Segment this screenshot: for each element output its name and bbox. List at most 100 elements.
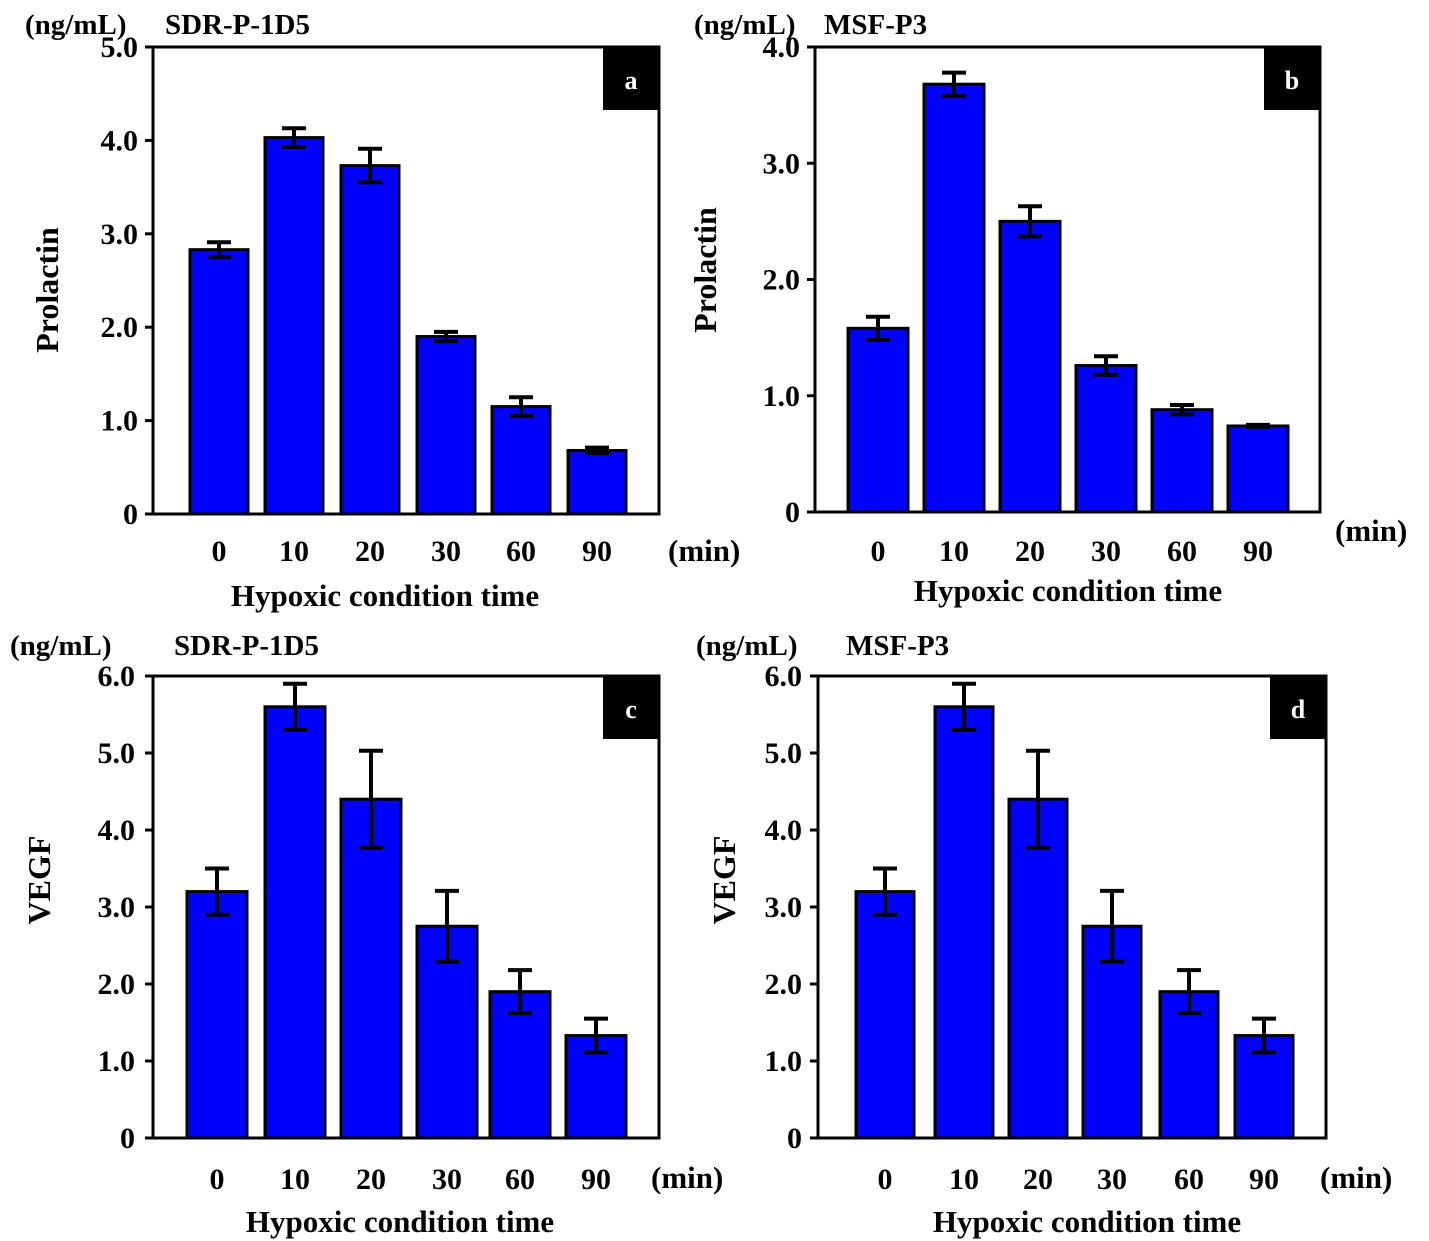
x-tick-label: 10 bbox=[280, 1163, 310, 1196]
bar-60 bbox=[488, 990, 552, 1140]
x-tick-label: 30 bbox=[1097, 1163, 1127, 1196]
y-tick-label: 1.0 bbox=[98, 1045, 136, 1078]
panel-label: b bbox=[1285, 66, 1299, 95]
bar-20 bbox=[339, 797, 403, 1140]
y-tick-label: 0 bbox=[787, 1122, 802, 1155]
panel-label-box bbox=[603, 47, 659, 110]
chart-panel-a: (ng/mL) SDR-P-1D5 0 10 20 30 60 90 0 1.0 2.0 3.0 4.0… bbox=[25, 9, 740, 613]
bar-90 bbox=[1226, 424, 1290, 514]
x-tick-label: 20 bbox=[355, 535, 385, 568]
x-axis-label: Hypoxic condition time bbox=[933, 1204, 1241, 1239]
y-tick-label: 2.0 bbox=[763, 264, 801, 297]
x-unit-label: (min) bbox=[1335, 513, 1407, 548]
x-tick-label: 90 bbox=[581, 1163, 611, 1196]
x-tick-label: 10 bbox=[939, 535, 969, 568]
x-tick-label: 30 bbox=[431, 535, 461, 568]
bar-10 bbox=[263, 136, 325, 516]
y-tick-label: 4.0 bbox=[101, 124, 139, 157]
y-tick-label: 5.0 bbox=[98, 737, 136, 770]
bar-10 bbox=[933, 705, 995, 1140]
y-tick-label: 0 bbox=[785, 496, 800, 529]
chart-title: MSF-P3 bbox=[846, 630, 949, 662]
y-tick-label: 2.0 bbox=[98, 968, 136, 1001]
y-unit-label: (ng/mL) bbox=[696, 630, 798, 662]
bar-20 bbox=[998, 219, 1062, 514]
y-unit-label: (ng/mL) bbox=[10, 630, 112, 662]
y-tick-label: 6.0 bbox=[98, 660, 136, 693]
y-axis-label: Prolactin bbox=[29, 227, 65, 353]
x-tick-label: 20 bbox=[1023, 1163, 1053, 1196]
y-tick-label: 2.0 bbox=[765, 968, 803, 1001]
x-axis-label: Hypoxic condition time bbox=[231, 578, 539, 613]
y-tick-label: 1.0 bbox=[101, 405, 139, 438]
y-tick-label: 1.0 bbox=[765, 1045, 803, 1078]
chart-panel-c: (ng/mL) SDR-P-1D5 0 10 20 30 60 90 0 1.0 2.0 3.0 4.0… bbox=[10, 630, 723, 1239]
panel-label: c bbox=[625, 695, 637, 724]
x-tick-label: 0 bbox=[871, 535, 886, 568]
bar-0 bbox=[185, 890, 249, 1140]
x-tick-label: 0 bbox=[210, 1163, 225, 1196]
bar-60 bbox=[490, 405, 552, 516]
y-tick-label: 4.0 bbox=[98, 814, 136, 847]
y-tick-label: 2.0 bbox=[101, 311, 139, 344]
x-tick-label: 90 bbox=[1243, 535, 1273, 568]
panel-label-box bbox=[1270, 676, 1326, 739]
y-tick-label: 3.0 bbox=[98, 891, 136, 924]
panel-label-box bbox=[1264, 47, 1320, 110]
x-tick-label: 20 bbox=[356, 1163, 386, 1196]
y-tick-label: 4.0 bbox=[765, 814, 803, 847]
chart-title: SDR-P-1D5 bbox=[174, 630, 319, 662]
chart-title: MSF-P3 bbox=[824, 9, 927, 41]
y-axis-label: Prolactin bbox=[687, 207, 723, 333]
y-unit-label: (ng/mL) bbox=[694, 9, 796, 41]
x-tick-label: 10 bbox=[949, 1163, 979, 1196]
x-tick-label: 60 bbox=[506, 535, 536, 568]
panel-label: a bbox=[625, 66, 638, 95]
y-axis-label: VEGF bbox=[706, 836, 742, 925]
chart-title: SDR-P-1D5 bbox=[165, 9, 310, 41]
x-tick-label: 0 bbox=[878, 1163, 893, 1196]
x-tick-label: 10 bbox=[279, 535, 309, 568]
bar-10 bbox=[263, 705, 327, 1140]
y-unit-label: (ng/mL) bbox=[25, 9, 127, 41]
bar-0 bbox=[854, 890, 916, 1140]
x-tick-label: 90 bbox=[1249, 1163, 1279, 1196]
y-tick-label: 0 bbox=[120, 1122, 135, 1155]
plot-frame bbox=[151, 45, 661, 516]
y-tick-label: 4.0 bbox=[763, 31, 801, 64]
y-tick-label: 5.0 bbox=[101, 31, 139, 64]
panel-label: d bbox=[1291, 695, 1306, 724]
y-tick-label: 3.0 bbox=[765, 891, 803, 924]
bar-0 bbox=[188, 248, 250, 516]
x-tick-label: 30 bbox=[432, 1163, 462, 1196]
x-unit-label: (min) bbox=[1320, 1160, 1392, 1195]
bar-0 bbox=[846, 326, 910, 514]
x-unit-label: (min) bbox=[651, 1160, 723, 1195]
bar-60 bbox=[1158, 990, 1220, 1140]
bar-60 bbox=[1150, 408, 1214, 514]
x-tick-label: 90 bbox=[582, 535, 612, 568]
x-axis-label: Hypoxic condition time bbox=[246, 1204, 554, 1239]
y-tick-label: 6.0 bbox=[765, 660, 803, 693]
bar-10 bbox=[922, 82, 986, 514]
bar-20 bbox=[1007, 797, 1069, 1140]
y-tick-label: 1.0 bbox=[763, 380, 801, 413]
bar-20 bbox=[339, 164, 401, 516]
x-tick-label: 20 bbox=[1015, 535, 1045, 568]
y-tick-label: 0 bbox=[123, 498, 138, 531]
x-tick-label: 60 bbox=[1174, 1163, 1204, 1196]
y-tick-label: 5.0 bbox=[765, 737, 803, 770]
chart-panel-b: (ng/mL) MSF-P3 0 10 20 30 60 90 0 1.0 2.0 3.0 4.0 b (m… bbox=[687, 9, 1407, 608]
bar-30 bbox=[415, 335, 477, 516]
x-tick-label: 60 bbox=[1167, 535, 1197, 568]
x-tick-label: 0 bbox=[212, 535, 227, 568]
x-tick-label: 60 bbox=[505, 1163, 535, 1196]
y-tick-label: 3.0 bbox=[101, 218, 139, 251]
panel-label-box bbox=[603, 676, 659, 739]
x-unit-label: (min) bbox=[668, 533, 740, 568]
y-tick-label: 3.0 bbox=[763, 147, 801, 180]
x-tick-label: 30 bbox=[1091, 535, 1121, 568]
x-axis-label: Hypoxic condition time bbox=[914, 573, 1222, 608]
bar-30 bbox=[1074, 364, 1138, 514]
